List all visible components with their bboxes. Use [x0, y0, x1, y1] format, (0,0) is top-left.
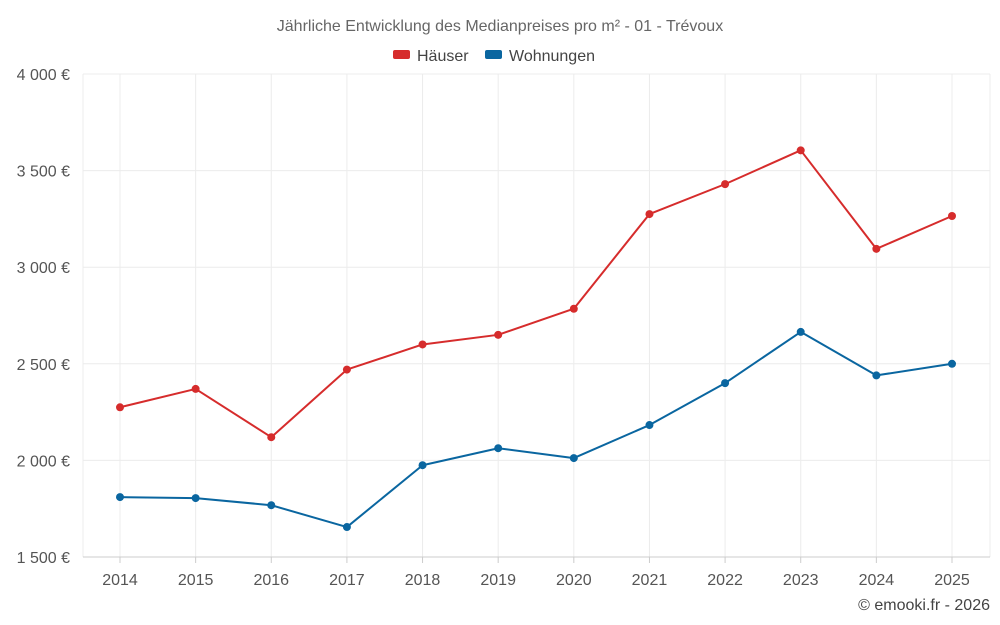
y-tick-label: 3 000 €	[17, 260, 70, 277]
data-point-haeuser[interactable]	[342, 365, 351, 374]
data-point-wohnungen[interactable]	[796, 327, 805, 336]
data-point-haeuser[interactable]	[116, 403, 124, 412]
x-tick-label: 2024	[859, 572, 895, 589]
data-point-wohnungen[interactable]	[721, 379, 730, 388]
credit: © emooki.fr - 2026	[858, 597, 990, 614]
legend-label-haeuser: Häuser	[417, 48, 469, 65]
y-tick-label: 3 500 €	[17, 164, 70, 181]
y-tick-label: 4 000 €	[17, 67, 70, 84]
data-point-haeuser[interactable]	[645, 210, 654, 219]
legend-item-haeuser[interactable]: Häuser	[393, 48, 469, 65]
y-axis: 1 500 € 2 000 € 2 500 € 3 000 € 3 500 € 4 000…	[17, 67, 70, 567]
legend-swatch-wohnungen	[485, 50, 502, 59]
data-point-wohnungen[interactable]	[494, 444, 503, 453]
x-tick-label: 2023	[783, 572, 819, 589]
data-point-wohnungen[interactable]	[645, 421, 654, 430]
x-tick-label: 2017	[329, 572, 365, 589]
data-point-haeuser[interactable]	[418, 340, 427, 349]
data-point-wohnungen[interactable]	[948, 359, 956, 368]
x-tick-label: 2016	[253, 572, 289, 589]
data-point-wohnungen[interactable]	[191, 494, 200, 503]
x-axis: 2014 2015 2016 2017 2018 2019 2020 2021 2022 2023…	[83, 556, 990, 589]
series-line-wohnungen	[119, 330, 953, 529]
y-tick-label: 2 500 €	[17, 357, 70, 374]
data-point-haeuser[interactable]	[494, 330, 503, 339]
legend-swatch-haeuser	[393, 50, 410, 59]
grid	[82, 73, 991, 558]
x-tick-label: 2018	[405, 572, 441, 589]
series-wohnungen	[116, 327, 956, 532]
data-point-haeuser[interactable]	[569, 304, 578, 313]
legend-item-wohnungen[interactable]: Wohnungen	[485, 48, 595, 65]
x-tick-label: 2014	[102, 572, 138, 589]
data-point-wohnungen[interactable]	[418, 461, 427, 470]
x-tick-label: 2020	[556, 572, 592, 589]
data-point-wohnungen[interactable]	[116, 493, 124, 502]
chart-title: Jährliche Entwicklung des Medianpreises …	[277, 18, 723, 35]
series-layer	[116, 146, 956, 532]
data-point-haeuser[interactable]	[721, 180, 730, 189]
data-point-wohnungen[interactable]	[342, 523, 351, 532]
series-haeuser	[116, 146, 956, 442]
series-line-haeuser	[119, 149, 953, 439]
data-point-wohnungen[interactable]	[267, 501, 276, 510]
y-tick-label: 1 500 €	[17, 550, 70, 567]
data-point-haeuser[interactable]	[872, 244, 881, 253]
data-point-haeuser[interactable]	[267, 433, 276, 442]
x-tick-label: 2025	[934, 572, 970, 589]
x-tick-label: 2015	[178, 572, 214, 589]
legend: Häuser Wohnungen	[393, 48, 595, 65]
data-point-haeuser[interactable]	[948, 212, 956, 221]
legend-label-wohnungen: Wohnungen	[509, 48, 595, 65]
data-point-wohnungen[interactable]	[872, 371, 881, 380]
x-tick-label: 2021	[632, 572, 668, 589]
data-point-haeuser[interactable]	[796, 146, 805, 155]
x-tick-label: 2019	[480, 572, 516, 589]
y-tick-label: 2 000 €	[17, 453, 70, 470]
x-tick-label: 2022	[707, 572, 743, 589]
data-point-haeuser[interactable]	[191, 384, 200, 393]
data-point-wohnungen[interactable]	[569, 454, 578, 463]
